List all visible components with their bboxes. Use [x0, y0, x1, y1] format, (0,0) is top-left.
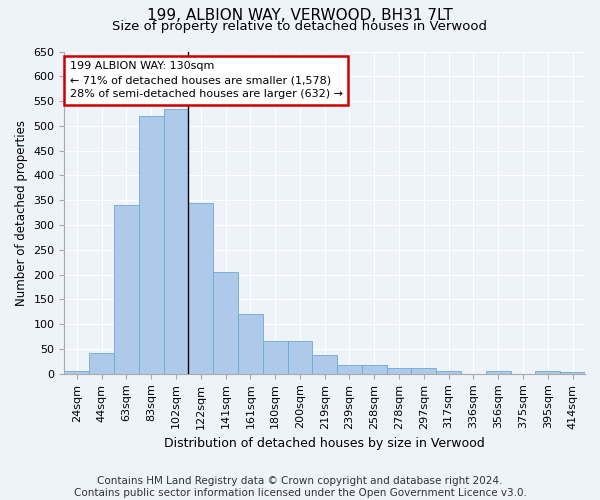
Bar [139, 116, 164, 374]
Y-axis label: Number of detached properties: Number of detached properties [15, 120, 28, 306]
X-axis label: Distribution of detached houses by size in Verwood: Distribution of detached houses by size … [164, 437, 485, 450]
Text: Contains HM Land Registry data © Crown copyright and database right 2024.
Contai: Contains HM Land Registry data © Crown c… [74, 476, 526, 498]
Bar [436, 372, 461, 374]
Bar [412, 368, 436, 374]
Bar [263, 341, 287, 374]
Bar [238, 314, 263, 374]
Bar [362, 365, 386, 374]
Bar [213, 272, 238, 374]
Bar [89, 353, 114, 374]
Bar [560, 372, 585, 374]
Text: 199, ALBION WAY, VERWOOD, BH31 7LT: 199, ALBION WAY, VERWOOD, BH31 7LT [147, 8, 453, 22]
Bar [64, 372, 89, 374]
Text: 199 ALBION WAY: 130sqm
← 71% of detached houses are smaller (1,578)
28% of semi-: 199 ALBION WAY: 130sqm ← 71% of detached… [70, 61, 343, 99]
Bar [114, 205, 139, 374]
Bar [386, 368, 412, 374]
Bar [188, 202, 213, 374]
Bar [337, 365, 362, 374]
Text: Size of property relative to detached houses in Verwood: Size of property relative to detached ho… [113, 20, 487, 33]
Bar [313, 355, 337, 374]
Bar [287, 341, 313, 374]
Bar [164, 108, 188, 374]
Bar [535, 372, 560, 374]
Bar [486, 372, 511, 374]
